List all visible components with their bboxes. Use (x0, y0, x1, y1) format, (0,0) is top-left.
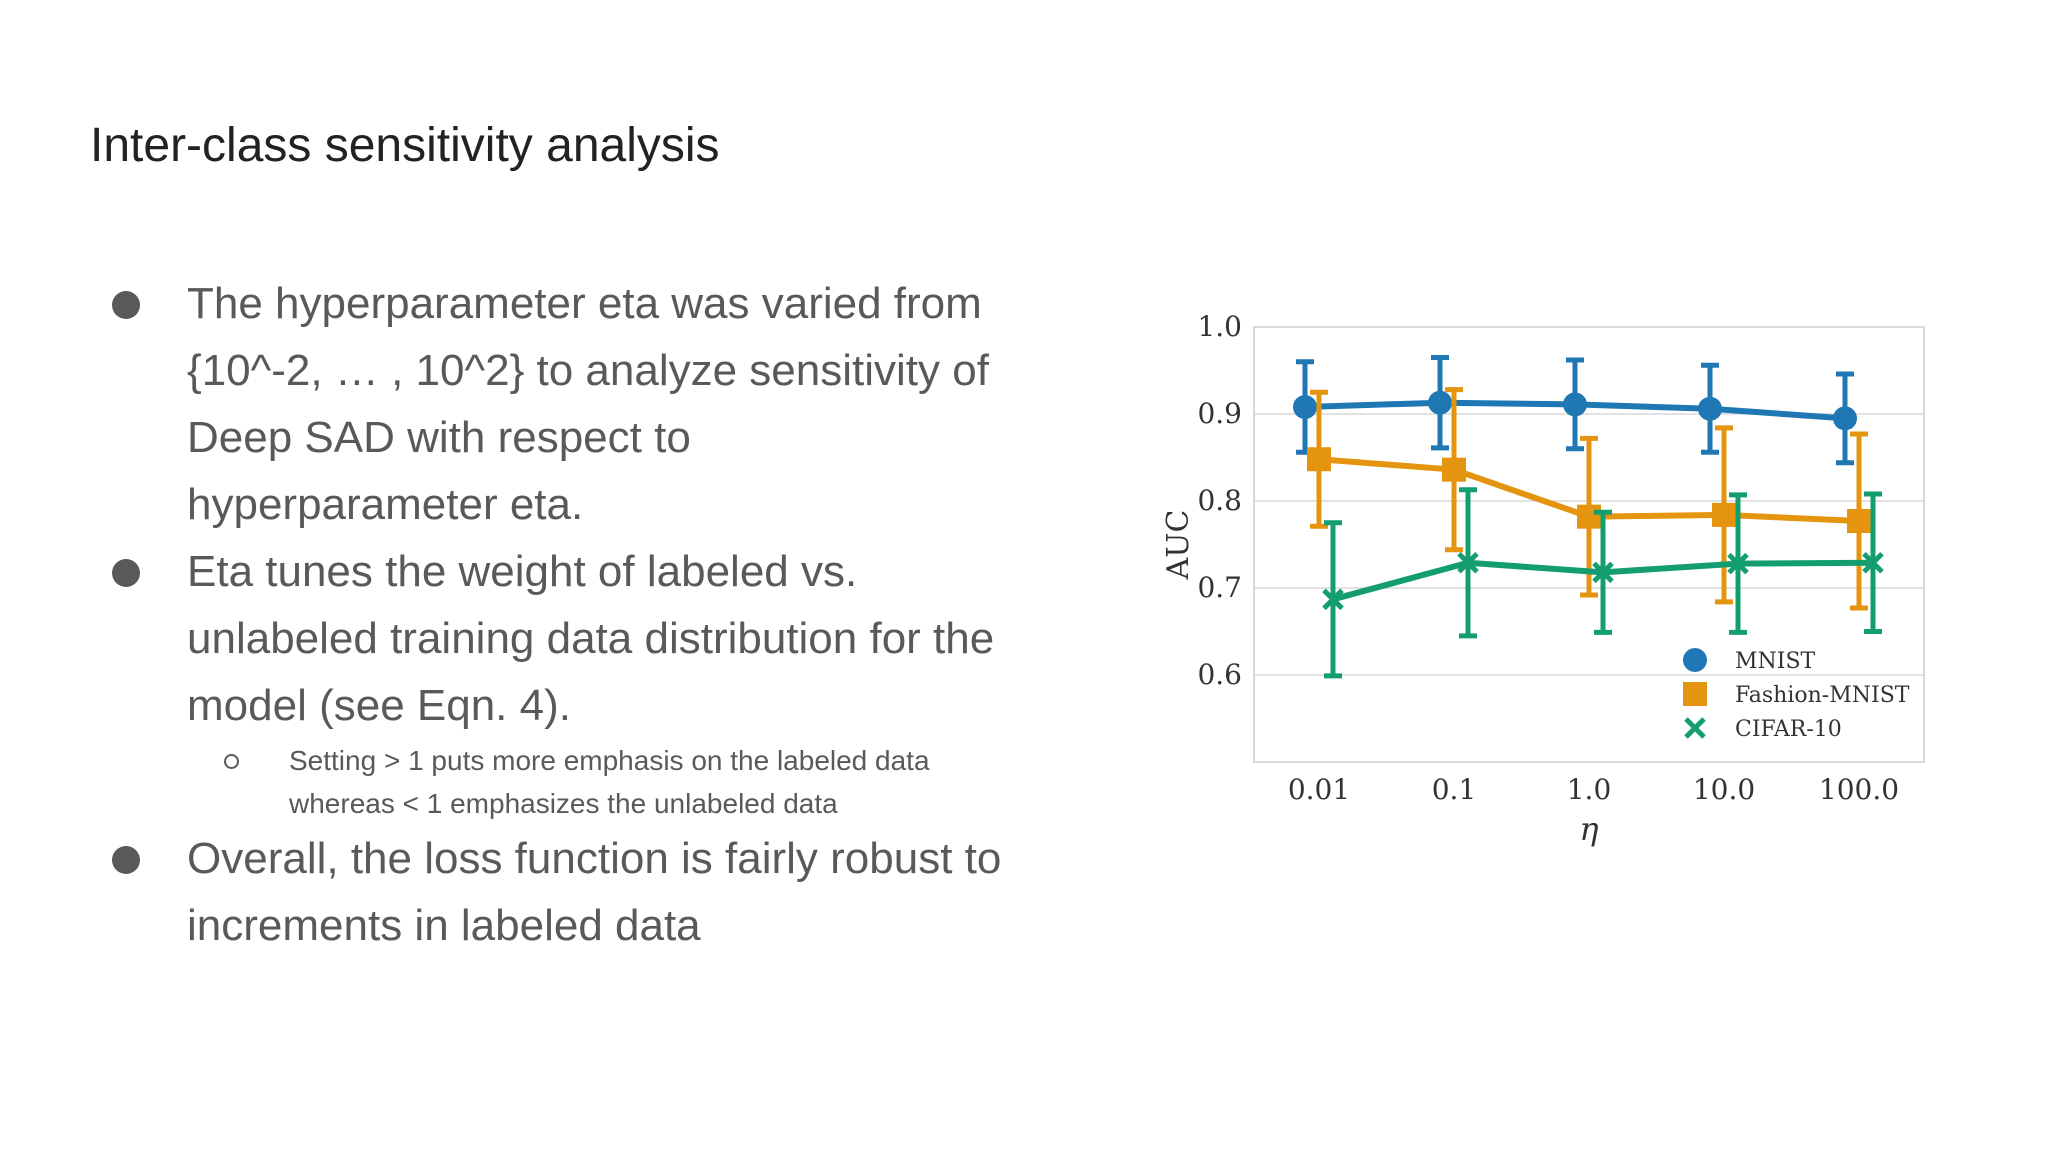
y-tick-label: 1.0 (1197, 310, 1242, 343)
legend-label: CIFAR-10 (1735, 717, 1842, 742)
x-tick-label: 0.01 (1288, 773, 1350, 806)
bullet-item: Eta tunes the weight of labeled vs. unla… (110, 538, 1010, 825)
x-tick-label: 100.0 (1819, 773, 1899, 806)
data-point (1428, 390, 1452, 415)
bullet-text: The hyperparameter eta was varied from {… (187, 279, 989, 529)
sub-bullet-item: Setting > 1 puts more emphasis on the la… (110, 739, 1010, 825)
data-point (1307, 447, 1331, 472)
data-point (1577, 504, 1601, 529)
slide-title: Inter-class sensitivity analysis (90, 119, 720, 172)
bullet-dot-icon (112, 846, 140, 874)
data-point (1727, 552, 1749, 575)
y-tick-label: 0.6 (1197, 658, 1242, 691)
data-point (1293, 395, 1317, 420)
bullet-dot-icon (112, 559, 140, 587)
x-tick-label: 10.0 (1693, 773, 1755, 806)
y-tick-label: 0.8 (1197, 484, 1242, 517)
data-point (1322, 588, 1344, 611)
legend-marker (1683, 648, 1707, 672)
legend-marker (1684, 717, 1706, 739)
bullet-dot-icon (112, 291, 140, 319)
data-point (1712, 502, 1736, 527)
y-tick-label: 0.9 (1197, 397, 1242, 430)
bullet-text: Eta tunes the weight of labeled vs. unla… (187, 547, 995, 730)
y-tick-label: 0.7 (1197, 571, 1242, 604)
x-axis-label: η (1579, 810, 1598, 848)
sub-bullet-text: Setting > 1 puts more emphasis on the la… (289, 745, 930, 819)
data-point (1833, 406, 1857, 431)
legend-label: Fashion-MNIST (1735, 683, 1910, 708)
data-point (1592, 561, 1614, 584)
legend-marker (1683, 682, 1707, 706)
y-axis-label: AUC (1161, 510, 1196, 581)
bullet-item: Overall, the loss function is fairly rob… (110, 825, 1010, 959)
data-point (1563, 392, 1587, 417)
auc-line-chart: 0.6 0.7 0.8 0.9 1.0 0.01 0.1 1.0 10.0 100.0 η AUC MN… (1161, 310, 1925, 848)
sub-bullet-ring-icon (224, 754, 239, 769)
bullet-text: Overall, the loss function is fairly rob… (187, 834, 1002, 950)
bullet-list: The hyperparameter eta was varied from {… (110, 270, 1010, 959)
data-point (1442, 457, 1466, 482)
data-point (1698, 396, 1722, 421)
data-point (1847, 509, 1871, 534)
legend-label: MNIST (1735, 649, 1816, 674)
x-tick-label: 1.0 (1567, 773, 1612, 806)
x-tick-label: 0.1 (1432, 773, 1477, 806)
data-point (1862, 552, 1884, 574)
data-point (1457, 552, 1479, 574)
bullet-item: The hyperparameter eta was varied from {… (110, 270, 1010, 538)
